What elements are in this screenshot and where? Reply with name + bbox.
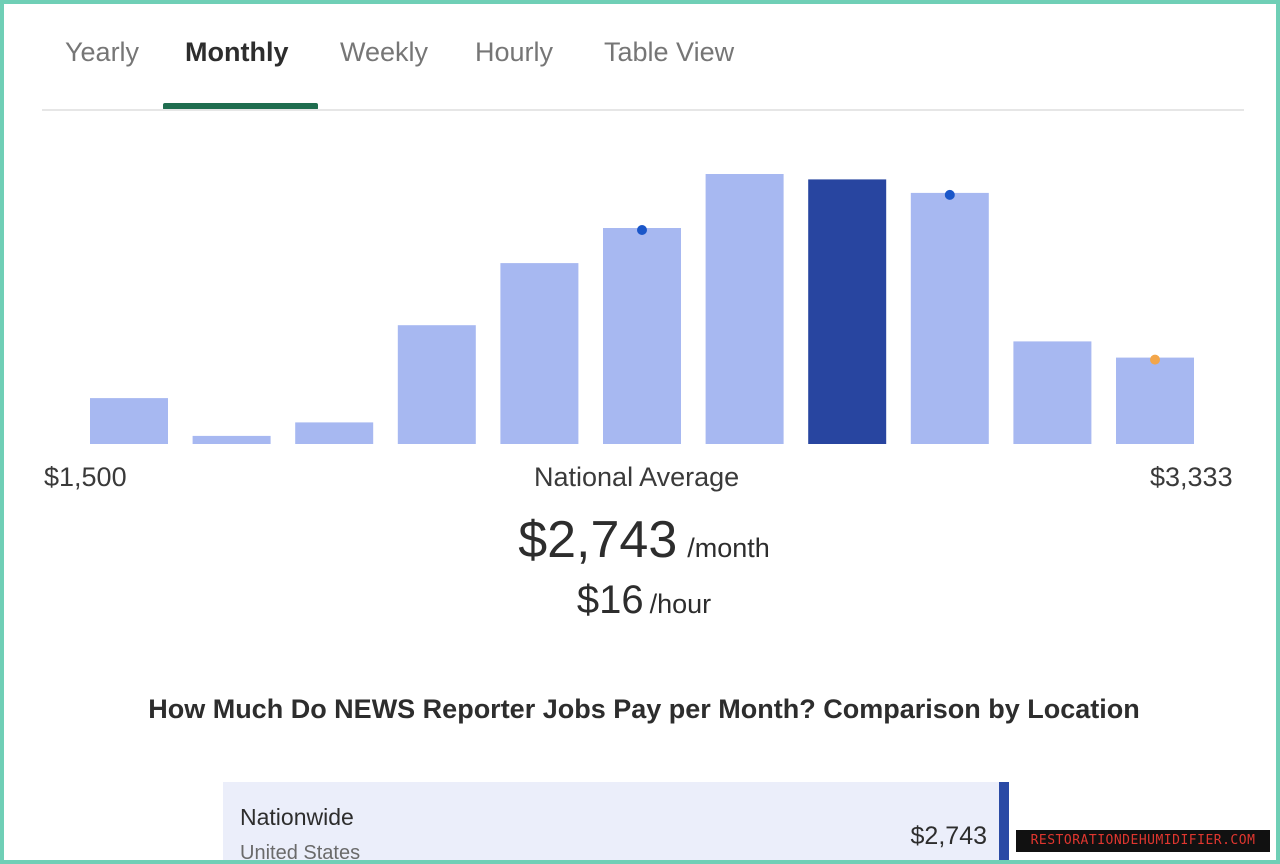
tab-table-view[interactable]: Table View xyxy=(604,37,735,67)
monthly-unit: /month xyxy=(687,533,770,563)
histogram-bar-highlighted[interactable] xyxy=(808,179,887,444)
histogram-bar[interactable] xyxy=(910,192,989,444)
histogram-bar[interactable] xyxy=(705,174,784,444)
x-min-label: $1,500 xyxy=(44,462,127,492)
location-salary-value: $2,743 xyxy=(910,822,987,850)
tab-yearly[interactable]: Yearly xyxy=(65,37,140,67)
monthly-average: $2,743/month xyxy=(4,510,1276,570)
x-max-label: $3,333 xyxy=(1150,462,1233,492)
hourly-average-value: $16 xyxy=(576,578,644,622)
location-salary-bar xyxy=(999,782,1009,860)
comparison-heading: How Much Do NEWS Reporter Jobs Pay per M… xyxy=(148,694,1140,724)
bin-marker-blue xyxy=(944,189,955,200)
tab-weekly[interactable]: Weekly xyxy=(340,37,429,67)
location-name: Nationwide xyxy=(240,804,354,830)
histogram-bar[interactable] xyxy=(500,263,579,444)
location-subtitle: United States xyxy=(240,842,361,864)
histogram-bar[interactable] xyxy=(603,228,681,444)
hourly-average: $16/hour xyxy=(4,578,1276,623)
watermark: RESTORATIONDEHUMIDIFIER.COM xyxy=(1016,830,1270,852)
salary-distribution-chart xyxy=(90,174,1194,444)
location-row-nationwide[interactable]: Nationwide United States $2,743 xyxy=(223,782,1009,864)
bin-marker-blue xyxy=(637,225,647,235)
histogram-bar[interactable] xyxy=(192,435,271,444)
histogram-bar[interactable] xyxy=(295,422,374,444)
monthly-average-value: $2,743 xyxy=(518,511,678,569)
histogram-bar[interactable] xyxy=(397,325,476,444)
active-tab-underline xyxy=(163,103,318,110)
histogram-bar[interactable] xyxy=(1116,357,1194,444)
salary-period-tabs: Yearly Monthly Weekly Hourly Table View xyxy=(4,4,1276,112)
tab-monthly[interactable]: Monthly xyxy=(185,37,289,67)
histogram-bar[interactable] xyxy=(90,398,168,444)
histogram-bar[interactable] xyxy=(1013,341,1092,444)
national-average-label: National Average xyxy=(534,462,740,492)
tabs-divider xyxy=(42,109,1244,111)
hourly-unit: /hour xyxy=(649,589,712,619)
bin-marker-orange xyxy=(1150,354,1160,365)
tab-hourly[interactable]: Hourly xyxy=(475,37,554,67)
